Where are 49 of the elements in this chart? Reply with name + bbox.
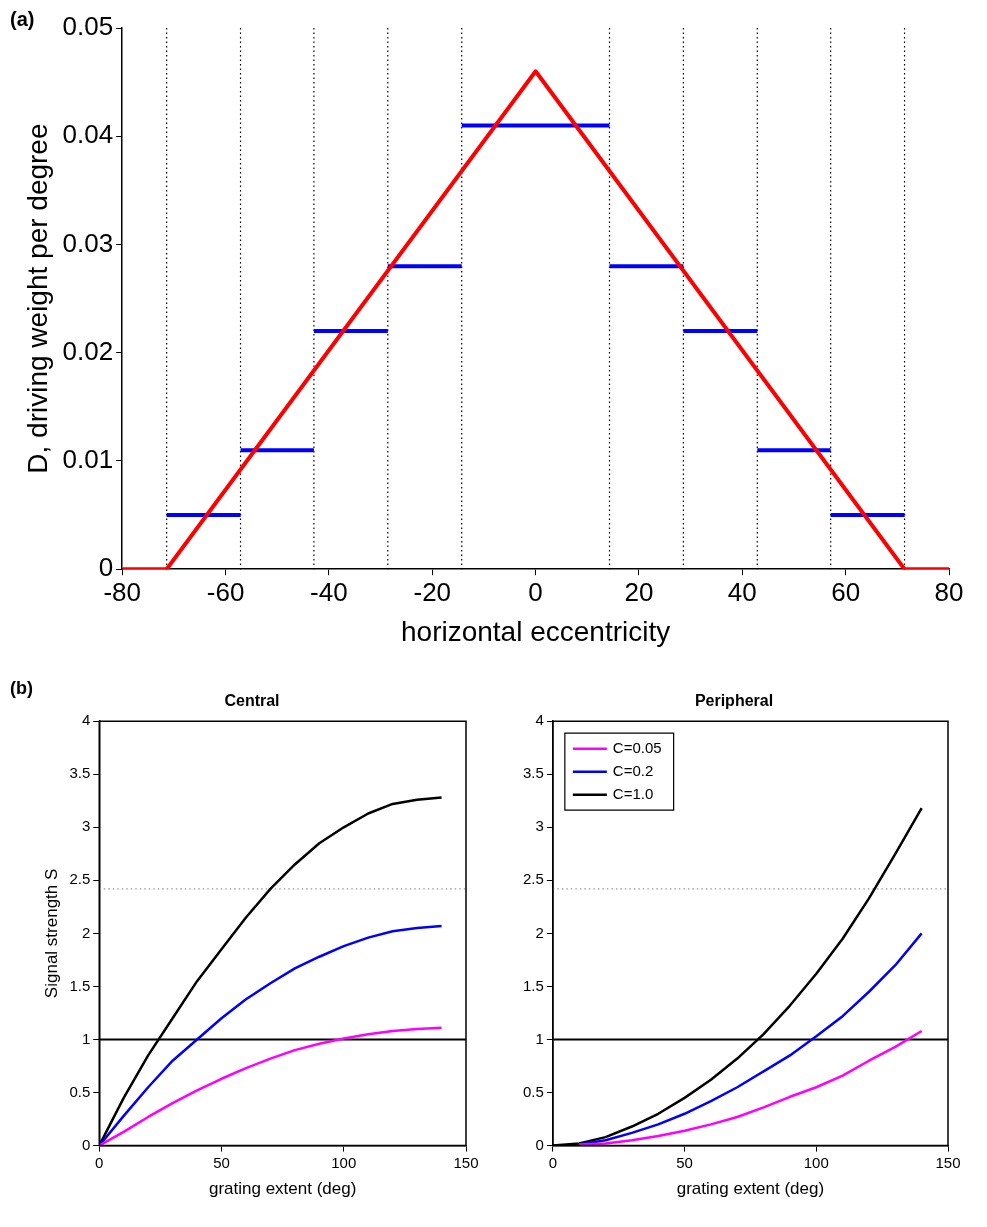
- y-tick-label: 3.5: [522, 764, 544, 782]
- text: (a): [10, 7, 35, 30]
- y-axis-title: Signal strength S: [41, 868, 61, 999]
- y-axis-title: D, driving weight per degree: [21, 123, 53, 474]
- y-tick-label: 0.04: [62, 119, 114, 150]
- y-tick-label: 1: [535, 1029, 544, 1047]
- y-tick-label: 0: [81, 1135, 91, 1153]
- x-tick-label: -20: [413, 576, 452, 607]
- y-tick-label: 3: [535, 817, 544, 835]
- y-tick-label: 2: [535, 923, 544, 941]
- y-tick-label: 0.01: [62, 444, 114, 475]
- x-tick-label: 20: [624, 576, 654, 607]
- y-tick-label: 0.5: [69, 1082, 91, 1100]
- y-tick-label: 1: [81, 1029, 91, 1047]
- y-tick-label: 0.5: [522, 1082, 544, 1100]
- y-tick-label: 3: [81, 817, 91, 835]
- y-tick-label: 3.5: [69, 764, 91, 782]
- x-tick-label: 40: [727, 576, 757, 607]
- y-tick-label: 2.5: [522, 870, 544, 888]
- y-tick-label: 0.03: [62, 227, 114, 258]
- x-axis-title: grating extent (deg): [676, 1179, 825, 1199]
- y-tick-label: 4: [535, 711, 544, 729]
- x-tick-label: 50: [676, 1153, 693, 1171]
- x-tick-label: -60: [206, 576, 245, 607]
- x-tick-label: -40: [310, 576, 348, 607]
- text: (b): [10, 677, 33, 698]
- legend-label: C=0.05: [612, 738, 662, 756]
- y-tick-label: 4: [81, 711, 91, 729]
- y-tick-label: 2.5: [69, 870, 91, 888]
- legend-label: C=1.0: [612, 784, 654, 802]
- x-tick-label: 60: [831, 576, 861, 607]
- x-tick-label: 150: [453, 1153, 479, 1171]
- chart-title: Central: [224, 692, 280, 710]
- y-tick-label: 2: [81, 923, 91, 941]
- y-tick-label: 0.05: [62, 11, 114, 42]
- y-tick-label: 0: [535, 1135, 544, 1153]
- x-tick-label: 150: [935, 1153, 961, 1171]
- chart-title: Peripheral: [694, 692, 774, 710]
- x-tick-label: 50: [213, 1153, 230, 1171]
- x-tick-label: 0: [548, 1153, 558, 1171]
- x-axis-title: horizontal eccentricity: [400, 615, 671, 647]
- x-tick-label: 100: [803, 1153, 829, 1171]
- y-tick-label: 0.02: [62, 335, 114, 366]
- x-tick-label: 80: [934, 576, 964, 607]
- y-tick-label: 1.5: [69, 976, 91, 994]
- x-tick-label: 100: [331, 1153, 357, 1171]
- legend-label: C=0.2: [612, 761, 654, 779]
- y-tick-label: 1.5: [522, 976, 544, 994]
- x-axis-title: grating extent (deg): [208, 1179, 357, 1199]
